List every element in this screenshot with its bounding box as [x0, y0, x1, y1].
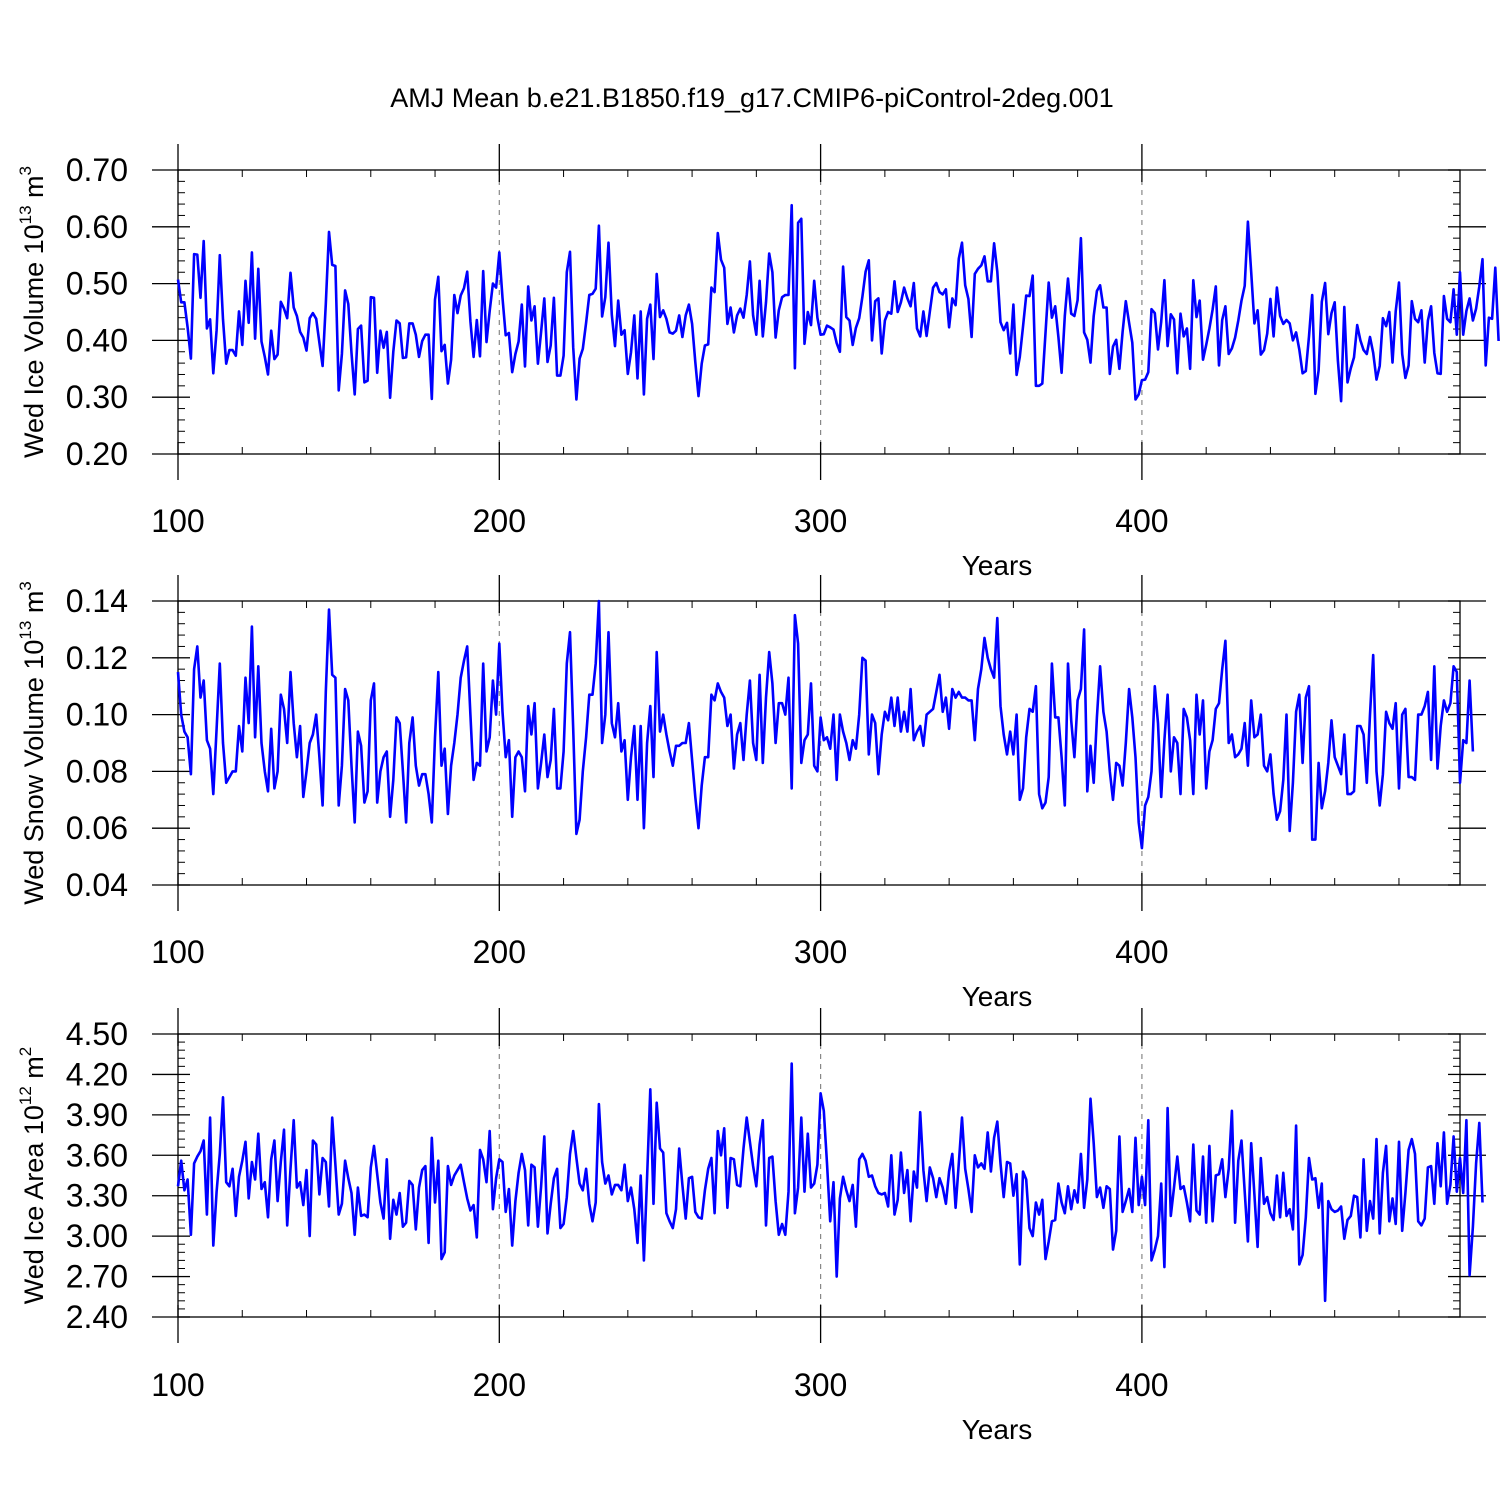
ice-volume-ytick-label: 0.30	[66, 379, 128, 415]
ice-volume-panel: 100 200 300 400 0.20 0.30 0.40 0.50 0.60 0.70 Year…	[16, 144, 1500, 581]
ice-area-xtick-label: 300	[794, 1367, 847, 1403]
ice-area-ytick-label: 2.70	[66, 1259, 128, 1295]
ice-area-series-line	[176, 1062, 1484, 1303]
ice-area-ytick-label: 3.30	[66, 1178, 128, 1214]
ice-volume-yaxis-label: Wed Ice Volume 1013 m3	[16, 166, 49, 458]
snow-volume-ytick-label: 0.04	[66, 867, 128, 903]
figure-title: AMJ Mean b.e21.B1850.f19_g17.CMIP6-piCon…	[390, 83, 1113, 113]
ice-area-xtick-label: 200	[473, 1367, 526, 1403]
ice-volume-ytick-label: 0.40	[66, 322, 128, 358]
ice-area-ytick-label: 3.60	[66, 1137, 128, 1173]
ice-area-plot-frame	[177, 1033, 1461, 1318]
ice-volume-ytick-label: 0.20	[66, 436, 128, 472]
ice-volume-ytick-label: 0.50	[66, 266, 128, 302]
ice-area-xtick-label: 400	[1115, 1367, 1168, 1403]
ice-volume-ytick-label: 0.70	[66, 152, 128, 188]
snow-volume-xtick-label: 200	[473, 934, 526, 970]
ice-area-xtick-label: 100	[151, 1367, 204, 1403]
snow-volume-panel: 100 200 300 400 0.04 0.06 0.08 0.10 0.12 0.14 Year…	[16, 575, 1486, 1012]
ice-area-ytick-label: 2.40	[66, 1299, 128, 1335]
snow-volume-yaxis-label: Wed Snow Volume 1013 m3	[16, 581, 49, 905]
ice-volume-plot-frame	[177, 169, 1461, 455]
ice-area-ytick-label: 3.90	[66, 1097, 128, 1133]
ice-volume-xtick-label: 100	[151, 503, 204, 539]
ice-volume-ytick-label: 0.60	[66, 209, 128, 245]
snow-volume-ytick-label: 0.14	[66, 583, 128, 619]
ice-volume-xtick-label: 200	[473, 503, 526, 539]
ice-area-xaxis-label: Years	[962, 1414, 1033, 1445]
ice-volume-xtick-label: 300	[794, 503, 847, 539]
snow-volume-ytick-label: 0.12	[66, 640, 128, 676]
ice-volume-xaxis-label: Years	[962, 550, 1033, 581]
snow-volume-series-line	[176, 599, 1475, 850]
snow-volume-xtick-label: 100	[151, 934, 204, 970]
snow-volume-xtick-label: 300	[794, 934, 847, 970]
ice-volume-xtick-label: 400	[1115, 503, 1168, 539]
ice-volume-series-line	[176, 203, 1500, 403]
snow-volume-ytick-label: 0.10	[66, 697, 128, 733]
ice-area-panel: 100 200 300 400 2.40 2.70 3.00 3.30 3.60 3.90 4.20…	[16, 1008, 1486, 1445]
ice-area-ytick-label: 4.50	[66, 1016, 128, 1052]
ice-area-ytick-label: 3.00	[66, 1218, 128, 1254]
snow-volume-xaxis-label: Years	[962, 981, 1033, 1012]
ice-area-ytick-label: 4.20	[66, 1056, 128, 1092]
snow-volume-ytick-label: 0.08	[66, 753, 128, 789]
snow-volume-xtick-label: 400	[1115, 934, 1168, 970]
snow-volume-ytick-label: 0.06	[66, 810, 128, 846]
ice-area-yaxis-label: Wed Ice Area 1012 m2	[16, 1047, 49, 1305]
